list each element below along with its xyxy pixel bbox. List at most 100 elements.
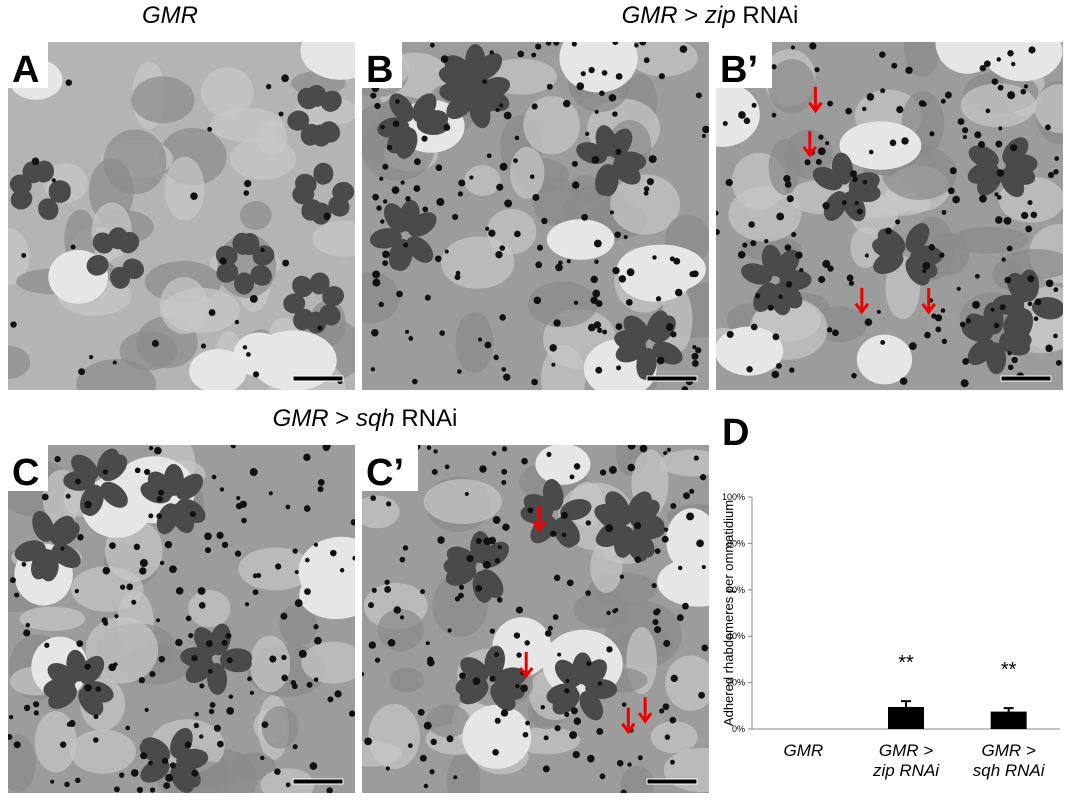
rhabdomere [542,478,564,511]
granule [701,644,709,652]
granule [65,493,71,499]
granule [395,99,400,104]
granule [856,208,863,215]
granule [1009,144,1018,152]
granule [1045,279,1054,288]
cell [426,704,471,738]
granule [32,701,40,708]
granule [525,720,530,726]
granule [815,158,822,165]
label-bg [362,42,402,88]
granule [608,466,617,474]
arrow-head [808,101,823,114]
granule [8,714,14,720]
granule [199,734,204,739]
granule [670,674,678,683]
granule [746,366,753,373]
rhabdomere [553,517,577,548]
granule [921,101,927,107]
granule [459,672,466,680]
granule [21,561,27,567]
cell [389,667,425,693]
granule [817,147,826,156]
granule [326,787,333,793]
granule [691,359,699,367]
granule [499,162,508,171]
granule [864,253,869,258]
granule [908,342,917,351]
rhabdomere [472,82,497,112]
granule [599,773,606,780]
rhabdomere [1005,154,1038,175]
granule [494,557,500,564]
granule [558,260,563,266]
granule [379,176,384,181]
rhabdomere [118,231,140,254]
granule [382,163,389,170]
granule [554,725,561,732]
granule [767,304,774,311]
granule [380,124,385,130]
granule [879,51,886,58]
granule [1047,171,1055,179]
granule [51,178,56,183]
granule [313,542,319,547]
granule [979,64,987,72]
granule [531,378,538,386]
rhabdomere [175,473,204,500]
granule [437,536,445,544]
granule [350,519,355,526]
granule [750,240,757,247]
cell [440,236,515,289]
cell [464,165,501,196]
granule [405,195,411,202]
rhabdomere [156,503,179,535]
granule [625,299,633,306]
granule [825,141,830,146]
micrograph [362,42,709,390]
granule [776,212,785,221]
cell [768,138,801,195]
granule [348,710,355,717]
granule [323,445,331,449]
granule [661,535,669,543]
cell [728,186,802,242]
arrow-head [921,303,936,315]
rhabdomere [234,272,255,295]
granule [234,550,242,557]
rhabdomere [250,265,272,286]
granule [244,179,252,188]
granule [199,683,205,689]
granule [974,273,980,279]
granule [532,193,540,201]
scale-bar [292,778,344,785]
rhabdomere [546,683,578,705]
granule [496,597,503,603]
rhabdomere [322,286,345,307]
granule [1030,211,1038,219]
granule [827,265,834,272]
cell [119,330,178,371]
granule [426,445,432,451]
granule [609,210,615,215]
granule [1054,156,1060,161]
granule [545,42,552,46]
granule [691,352,699,360]
granule [1045,344,1053,353]
granule [184,741,192,749]
micrograph [8,445,355,793]
granule [885,227,892,235]
rhabdomere [608,128,633,159]
granule [466,554,474,563]
granule [260,755,265,761]
granule [643,190,649,196]
granule [458,592,464,599]
granule [317,325,323,331]
granule [634,521,642,530]
rhabdomere [301,199,322,221]
granule [130,769,139,777]
cell [650,721,698,754]
granule [1045,124,1051,131]
granule [376,205,382,211]
granule [368,602,375,609]
